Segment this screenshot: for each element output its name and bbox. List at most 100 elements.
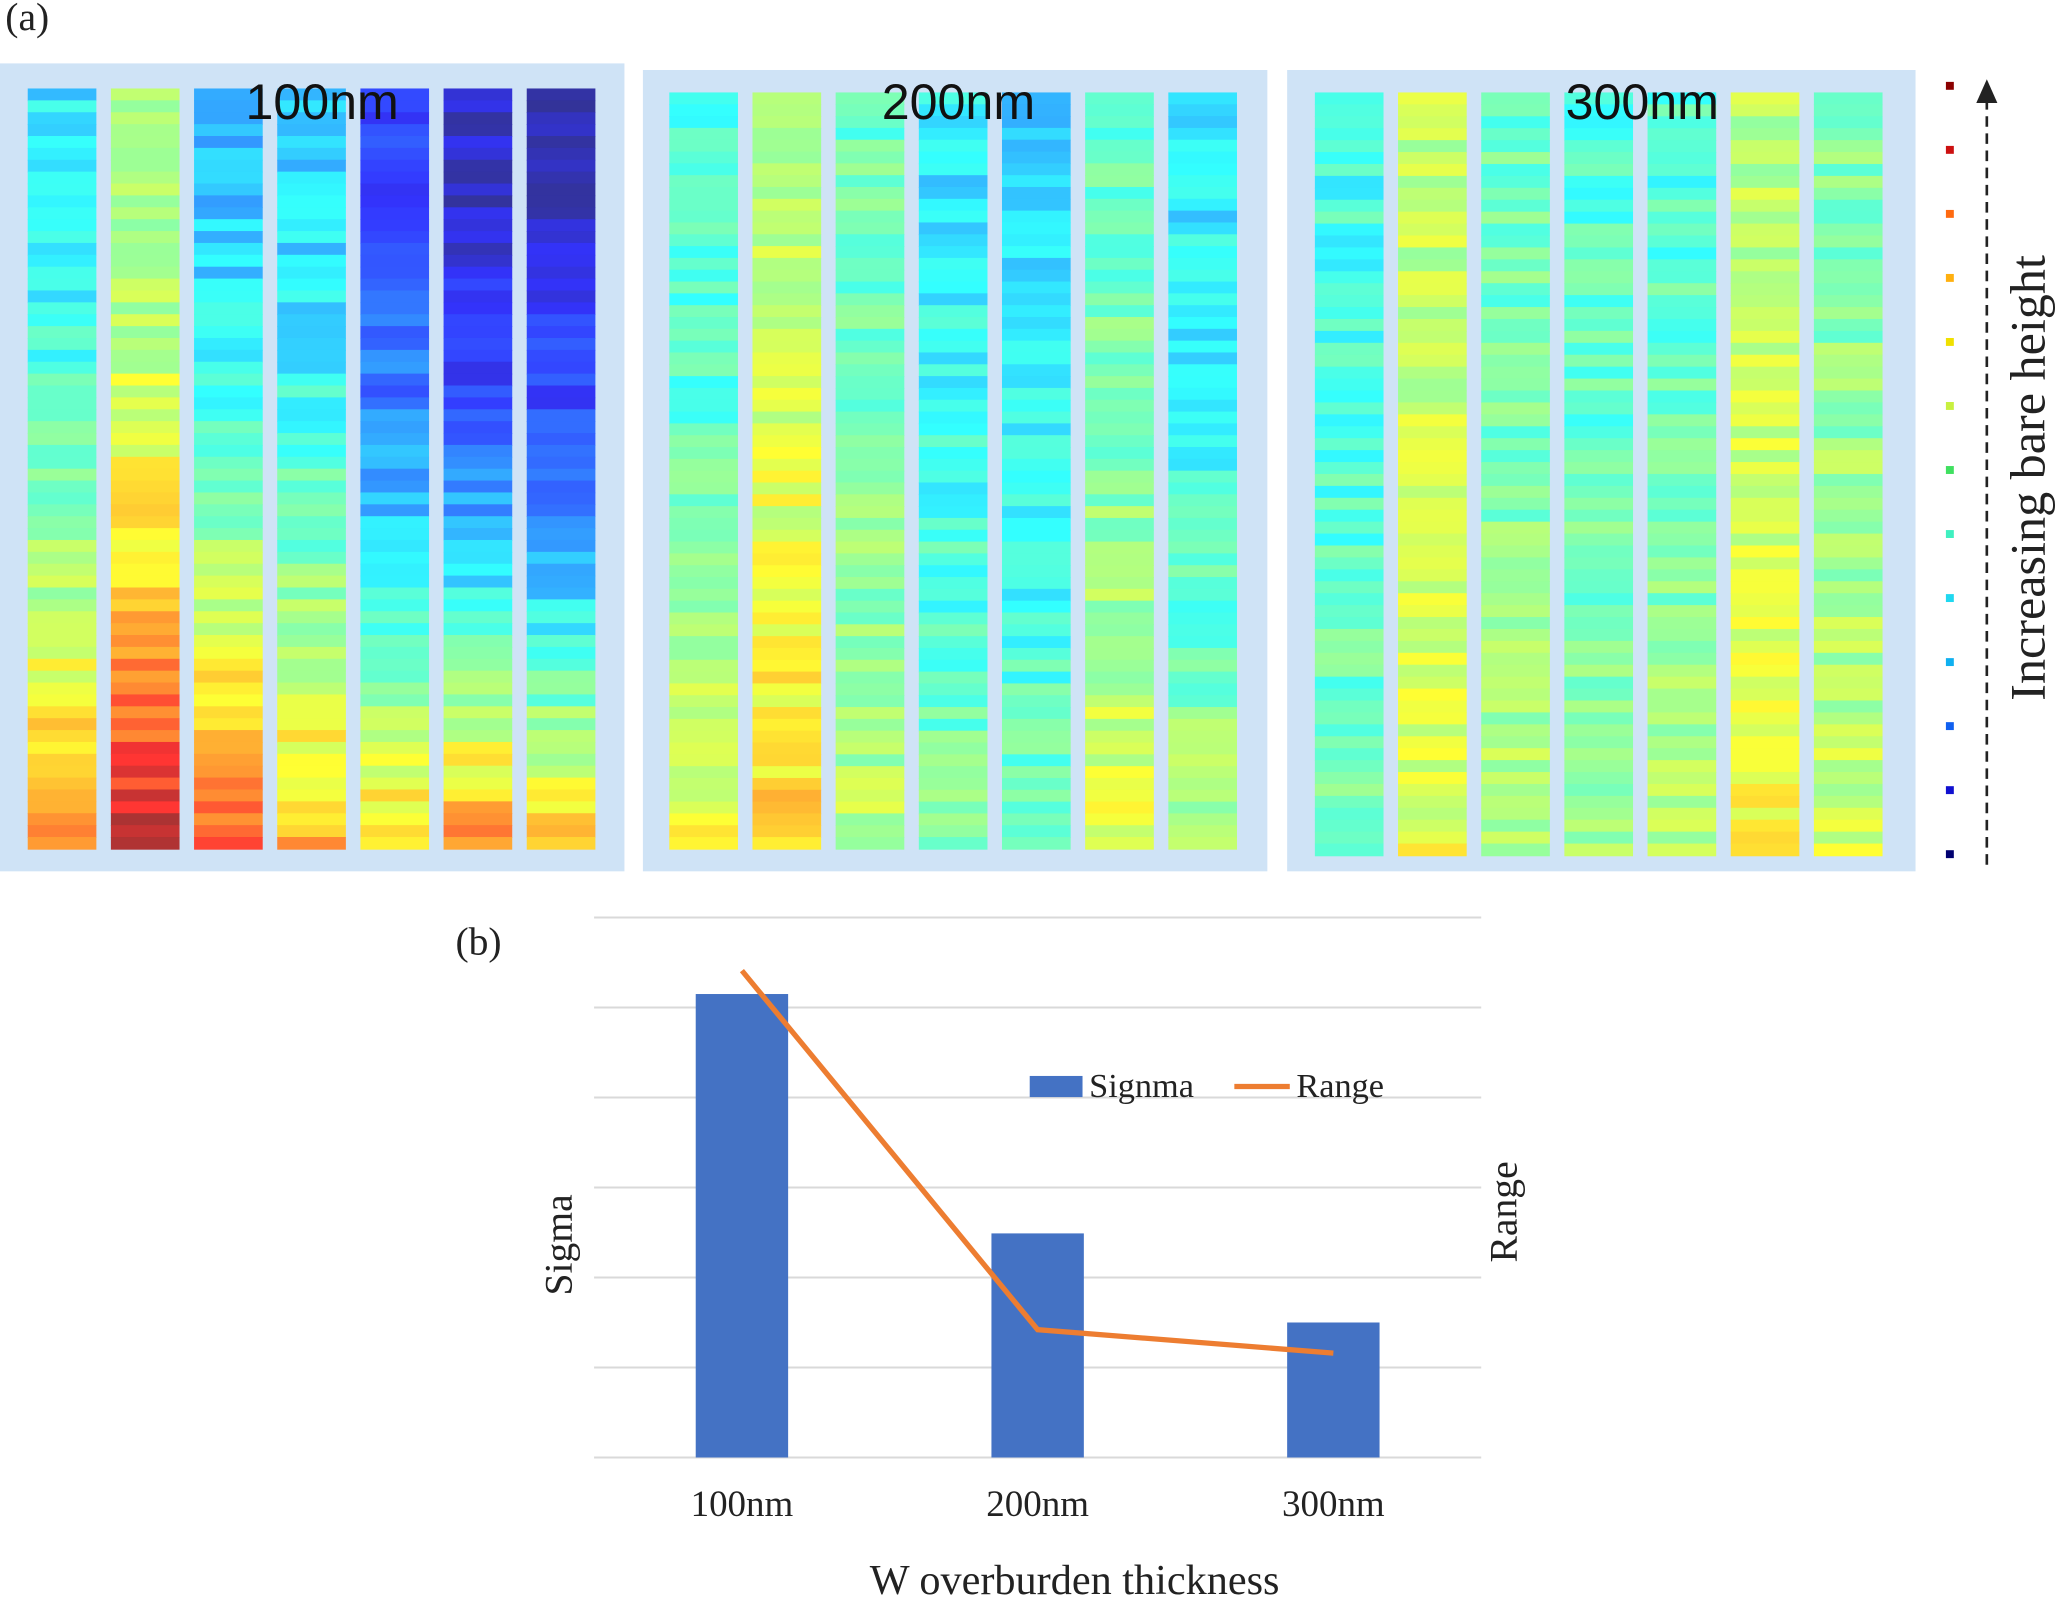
heatmap-cell — [1481, 700, 1550, 714]
heatmap-cell — [1647, 330, 1717, 344]
heatmap-cell — [1085, 671, 1154, 685]
heatmap-cell — [1314, 187, 1384, 201]
heatmap-cell — [918, 458, 988, 472]
heatmap-cell — [1481, 473, 1550, 487]
heatmap-cell — [443, 136, 513, 149]
heatmap-cell — [1314, 283, 1384, 296]
heatmap-cell — [110, 266, 180, 280]
heatmap-cell — [27, 480, 97, 494]
heatmap-cell — [526, 195, 596, 209]
heatmap-cell — [360, 789, 430, 803]
heatmap-cell — [835, 175, 905, 188]
heatmap-cell — [194, 516, 263, 529]
heatmap-cell — [360, 504, 430, 517]
heatmap-cell — [835, 494, 905, 507]
heatmap-cell — [1647, 283, 1717, 296]
colorbar-swatch — [1945, 530, 1954, 538]
heatmap-cell — [669, 470, 738, 484]
heatmap-cell — [669, 269, 738, 283]
heatmap-cell — [752, 328, 822, 342]
colorbar-swatch — [1945, 81, 1954, 90]
heatmap-cell — [1085, 435, 1154, 448]
heatmap-cell — [1564, 783, 1634, 797]
heatmap-cell — [669, 210, 738, 224]
heatmap-cell — [835, 754, 905, 767]
heatmap-cell — [835, 553, 905, 567]
heatmap-cell — [1168, 659, 1237, 673]
heatmap-cell — [1647, 736, 1717, 749]
x-tick-label: 200nm — [986, 1483, 1089, 1524]
colorbar-swatch — [1945, 658, 1954, 667]
heatmap-cell — [1085, 186, 1154, 200]
heatmap-cell — [1398, 605, 1467, 618]
heatmap-cell — [1730, 342, 1800, 356]
heatmap-cell — [1813, 450, 1883, 463]
heatmap-cell — [918, 482, 988, 496]
heatmap-cell — [277, 231, 346, 244]
heatmap-cell — [27, 646, 97, 660]
heatmap-cell — [1085, 447, 1154, 460]
heatmap-cell — [526, 635, 596, 648]
heatmap-cell — [1001, 423, 1071, 436]
heatmap-cell — [27, 741, 97, 755]
heatmap-cell — [752, 470, 822, 484]
heatmap-cell — [110, 587, 180, 601]
heatmap-cell — [110, 254, 180, 268]
heatmap-cell — [1085, 269, 1154, 283]
heatmap-cell — [752, 317, 822, 330]
heatmap-cell — [1730, 581, 1800, 594]
heatmap-cell — [1314, 831, 1384, 845]
heatmap-cell — [1168, 92, 1237, 106]
heatmap-cell — [835, 186, 905, 200]
heatmap-cell — [1001, 659, 1071, 673]
heatmap-cell — [1085, 139, 1154, 153]
heatmap-cell — [1647, 593, 1717, 606]
heatmap-cell — [277, 278, 346, 292]
heatmap-cell — [1398, 807, 1467, 821]
heatmap-cell — [1314, 760, 1384, 773]
heatmap-cell — [277, 563, 346, 577]
heatmap-cell — [277, 159, 346, 173]
heatmap-cell — [277, 611, 346, 624]
heatmap-cell — [110, 801, 180, 815]
heatmap-cell — [1168, 707, 1237, 720]
heatmap-cell — [526, 789, 596, 803]
heatmap-cell — [443, 361, 513, 375]
heatmap-cell — [110, 635, 180, 648]
heatmap-cell — [1813, 593, 1883, 606]
heatmap-cell — [194, 266, 263, 280]
heatmap-cell — [443, 813, 513, 826]
heatmap-cell — [110, 646, 180, 660]
heatmap-cell — [1398, 104, 1467, 118]
heatmap-cell — [752, 742, 822, 756]
heatmap-cell — [1813, 569, 1883, 583]
heatmap-cell — [1564, 163, 1634, 177]
heatmap-cell — [1398, 617, 1467, 630]
heatmap-cell — [1398, 748, 1467, 761]
heatmap-cell — [835, 600, 905, 614]
heatmap-cell — [1813, 211, 1883, 225]
heatmap-cell — [443, 385, 513, 399]
heatmap-cell — [526, 528, 596, 541]
heatmap-cell — [669, 506, 738, 519]
heatmap-cell — [526, 741, 596, 755]
heatmap-cell — [110, 136, 180, 149]
heatmap-cell — [1398, 128, 1467, 141]
heatmap-cell — [1564, 140, 1634, 153]
heatmap-cell — [1564, 462, 1634, 475]
heatmap-cell — [835, 801, 905, 815]
heatmap-cell — [194, 777, 263, 791]
heatmap-cell — [835, 529, 905, 543]
heatmap-cell — [1001, 139, 1071, 153]
heatmap-cell — [1085, 506, 1154, 519]
heatmap-cell — [669, 458, 738, 472]
heatmap-cell — [1481, 676, 1550, 690]
heatmap-cell — [526, 813, 596, 826]
heatmap-cell — [526, 159, 596, 173]
panel-title: 200nm — [882, 74, 1035, 130]
heatmap-cell — [194, 706, 263, 719]
heatmap-cell — [443, 528, 513, 541]
heatmap-cell — [752, 387, 822, 401]
heatmap-cell — [752, 305, 822, 318]
heatmap-cell — [1813, 772, 1883, 785]
